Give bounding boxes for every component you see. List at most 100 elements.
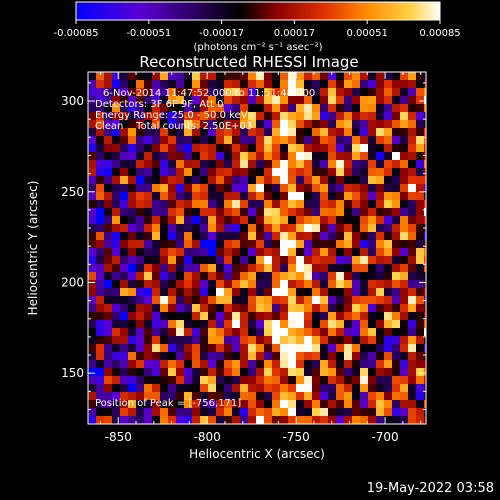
heatmap-pixel (192, 88, 200, 96)
heatmap-pixel (96, 120, 104, 128)
heatmap-pixel (248, 416, 256, 424)
heatmap-pixel (416, 80, 424, 88)
heatmap-pixel (152, 120, 160, 128)
heatmap-pixel (152, 304, 160, 312)
heatmap-pixel (352, 280, 360, 288)
heatmap-pixel (88, 376, 96, 384)
heatmap-pixel (168, 240, 176, 248)
heatmap-pixel (320, 352, 328, 360)
heatmap-pixel (384, 136, 392, 144)
heatmap-pixel (280, 416, 288, 424)
heatmap-pixel (400, 144, 408, 152)
heatmap-pixel (96, 280, 104, 288)
heatmap-pixel (384, 408, 392, 416)
heatmap-pixel (208, 240, 216, 248)
heatmap-pixel (256, 360, 264, 368)
heatmap-pixel (288, 256, 296, 264)
heatmap-pixel (160, 224, 168, 232)
heatmap-pixel (376, 360, 384, 368)
heatmap-pixel (248, 352, 256, 360)
heatmap-pixel (248, 392, 256, 400)
heatmap-pixel (160, 72, 168, 80)
heatmap-pixel (264, 200, 272, 208)
heatmap-pixel (104, 72, 112, 80)
heatmap-pixel (176, 168, 184, 176)
heatmap-pixel (296, 272, 304, 280)
heatmap-pixel (360, 176, 368, 184)
heatmap-pixel (400, 160, 408, 168)
heatmap-pixel (384, 304, 392, 312)
heatmap-pixel (200, 216, 208, 224)
heatmap-pixel (376, 192, 384, 200)
heatmap-pixel (144, 192, 152, 200)
heatmap-pixel (368, 336, 376, 344)
heatmap-pixel (352, 224, 360, 232)
heatmap-pixel (184, 408, 192, 416)
heatmap-pixel (280, 368, 288, 376)
heatmap-pixel (112, 80, 120, 88)
heatmap-pixel (344, 280, 352, 288)
heatmap-pixel (296, 128, 304, 136)
heatmap-pixel (144, 408, 152, 416)
heatmap-pixel (200, 352, 208, 360)
heatmap-pixel (328, 112, 336, 120)
heatmap-pixel (224, 208, 232, 216)
heatmap-pixel (272, 400, 280, 408)
heatmap-pixel (280, 280, 288, 288)
heatmap-pixel (352, 392, 360, 400)
heatmap-pixel (344, 144, 352, 152)
heatmap-pixel (256, 392, 264, 400)
heatmap-pixel (272, 120, 280, 128)
heatmap-pixel (296, 248, 304, 256)
heatmap-pixel (176, 376, 184, 384)
x-axis-label: Heliocentric X (arcsec) (189, 447, 325, 461)
heatmap-pixel (328, 88, 336, 96)
heatmap-pixel (296, 392, 304, 400)
heatmap-pixel (368, 272, 376, 280)
heatmap-pixel (104, 408, 112, 416)
heatmap-pixel (136, 216, 144, 224)
heatmap-pixel (272, 368, 280, 376)
heatmap-pixel (136, 120, 144, 128)
heatmap-pixel (288, 344, 296, 352)
heatmap-pixel (392, 376, 400, 384)
heatmap-pixel (312, 416, 320, 424)
heatmap-pixel (88, 192, 96, 200)
heatmap-pixel (416, 168, 424, 176)
heatmap-pixel (312, 144, 320, 152)
heatmap-pixel (152, 408, 160, 416)
heatmap-pixel (392, 272, 400, 280)
heatmap-pixel (136, 104, 144, 112)
heatmap-pixel (168, 288, 176, 296)
heatmap-pixel (152, 384, 160, 392)
heatmap-pixel (400, 416, 408, 424)
heatmap-pixel (384, 272, 392, 280)
heatmap-pixel (176, 384, 184, 392)
heatmap-pixel (160, 144, 168, 152)
heatmap-pixel (336, 352, 344, 360)
heatmap-pixel (144, 312, 152, 320)
heatmap-pixel (320, 336, 328, 344)
heatmap-pixel (232, 192, 240, 200)
heatmap-pixel (112, 104, 120, 112)
heatmap-pixel (360, 256, 368, 264)
heatmap-pixel (104, 352, 112, 360)
heatmap-pixel (392, 208, 400, 216)
heatmap-pixel (328, 104, 336, 112)
heatmap-pixel (368, 160, 376, 168)
heatmap-pixel (424, 112, 426, 120)
heatmap-pixel (184, 344, 192, 352)
heatmap-pixel (144, 80, 152, 88)
heatmap-pixel (264, 320, 272, 328)
heatmap-pixel (232, 160, 240, 168)
heatmap-pixel (184, 336, 192, 344)
heatmap-pixel (96, 360, 104, 368)
heatmap-pixel (400, 136, 408, 144)
heatmap-pixel (216, 392, 224, 400)
heatmap-pixel (416, 352, 424, 360)
heatmap-pixel (312, 280, 320, 288)
heatmap-pixel (424, 192, 426, 200)
heatmap-pixel (288, 120, 296, 128)
heatmap-pixel (392, 168, 400, 176)
